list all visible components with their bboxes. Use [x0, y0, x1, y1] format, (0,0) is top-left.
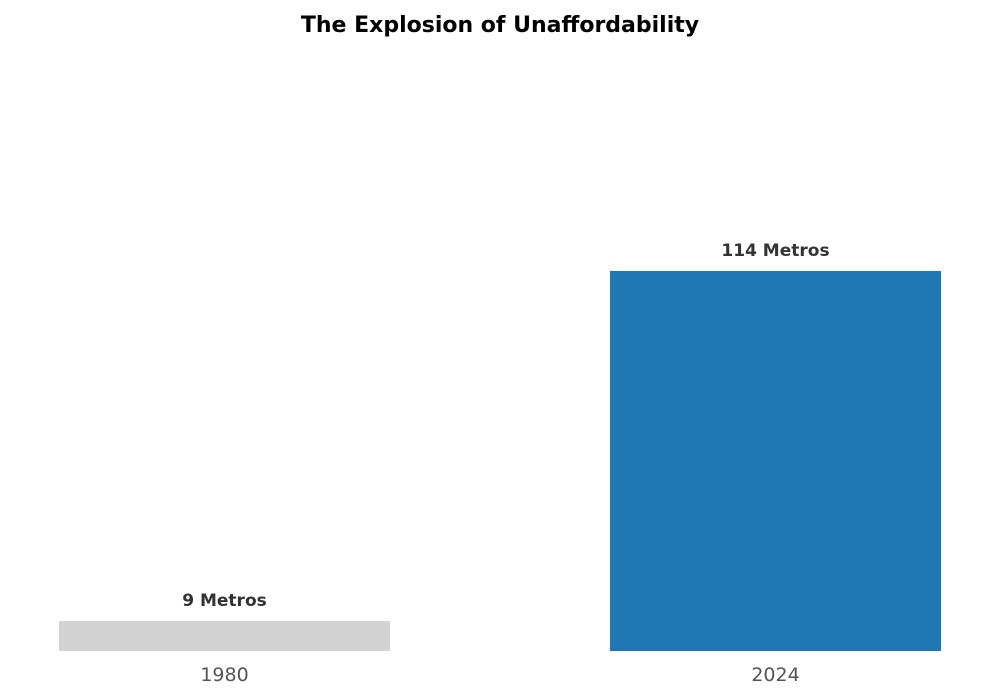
- data-labels-layer: 9 Metros 114 Metros: [182, 241, 829, 611]
- data-label-2024: 114 Metros: [721, 241, 829, 261]
- bar-1980: [59, 621, 390, 651]
- data-label-1980: 9 Metros: [182, 591, 267, 611]
- bar-2024: [610, 271, 941, 651]
- x-tick-label-1980: 1980: [200, 664, 248, 686]
- bars-layer: [59, 271, 941, 651]
- chart-title: The Explosion of Unaffordability: [300, 13, 700, 38]
- x-tick-labels-layer: 1980 2024: [200, 664, 799, 686]
- x-tick-label-2024: 2024: [751, 664, 799, 686]
